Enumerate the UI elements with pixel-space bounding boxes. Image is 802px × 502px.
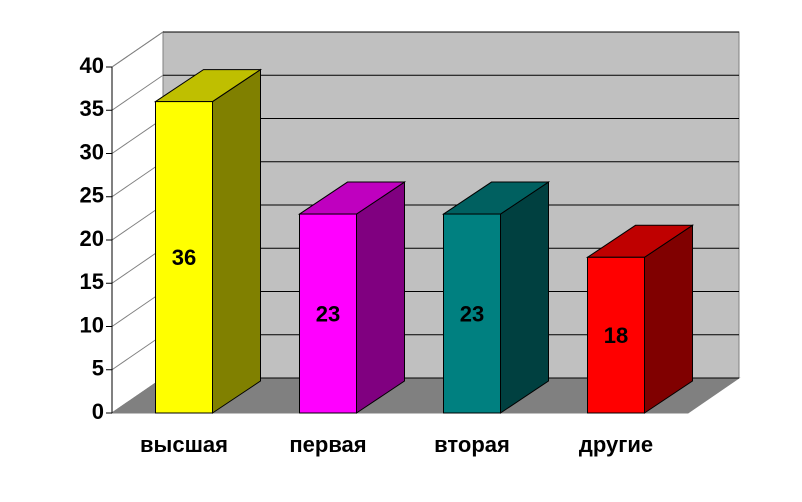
side-grid-line [111,204,164,241]
side-grid-line [111,377,164,414]
bar-side [356,181,405,414]
y-tick-label: 15 [80,269,104,294]
x-tick-label: высшая [140,432,228,457]
x-tick-label: вторая [434,432,510,457]
bar [443,213,501,414]
y-tick-label: 30 [80,139,104,164]
y-tick-label: 20 [80,226,104,251]
y-tick-label: 0 [92,399,104,424]
x-tick-label: первая [289,432,366,457]
value-label: 23 [316,301,340,326]
bar [587,256,645,414]
side-grid-line [111,291,164,327]
side-grid-line [111,118,164,154]
bar-side [500,181,549,414]
x-tick-label: другие [579,432,653,457]
y-tick-label: 5 [92,356,104,381]
value-label: 36 [172,245,196,270]
value-label: 18 [604,323,628,348]
value-label: 23 [460,301,484,326]
y-tick-label: 10 [80,312,104,337]
bar-side [212,68,261,414]
y-tick-label: 25 [80,183,104,208]
y-tick-label: 40 [80,53,104,78]
side-grid-line [111,161,164,198]
bar-side [644,224,693,414]
side-grid-line [111,247,164,284]
side-grid-line [111,74,164,111]
bar [299,213,357,414]
side-grid-line [111,334,164,371]
y-tick-label: 35 [80,96,104,121]
side-grid-line [111,31,164,68]
bar [155,101,213,414]
